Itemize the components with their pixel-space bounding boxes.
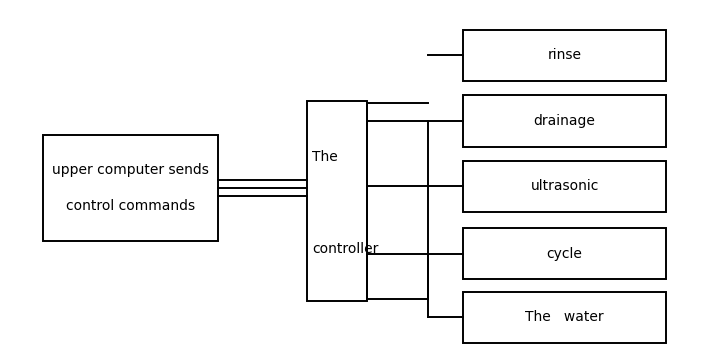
Text: control commands: control commands xyxy=(66,199,195,213)
FancyBboxPatch shape xyxy=(463,95,666,147)
Text: ultrasonic: ultrasonic xyxy=(531,179,599,193)
FancyBboxPatch shape xyxy=(463,228,666,279)
FancyBboxPatch shape xyxy=(463,30,666,81)
Text: upper computer sends: upper computer sends xyxy=(52,163,209,177)
FancyBboxPatch shape xyxy=(43,135,217,241)
FancyBboxPatch shape xyxy=(463,291,666,343)
Text: The: The xyxy=(312,150,338,164)
FancyBboxPatch shape xyxy=(307,101,367,301)
Text: The   water: The water xyxy=(526,310,604,324)
Text: rinse: rinse xyxy=(548,49,582,63)
Text: controller: controller xyxy=(312,242,379,256)
FancyBboxPatch shape xyxy=(463,161,666,212)
Text: cycle: cycle xyxy=(546,247,582,261)
Text: drainage: drainage xyxy=(534,114,595,128)
